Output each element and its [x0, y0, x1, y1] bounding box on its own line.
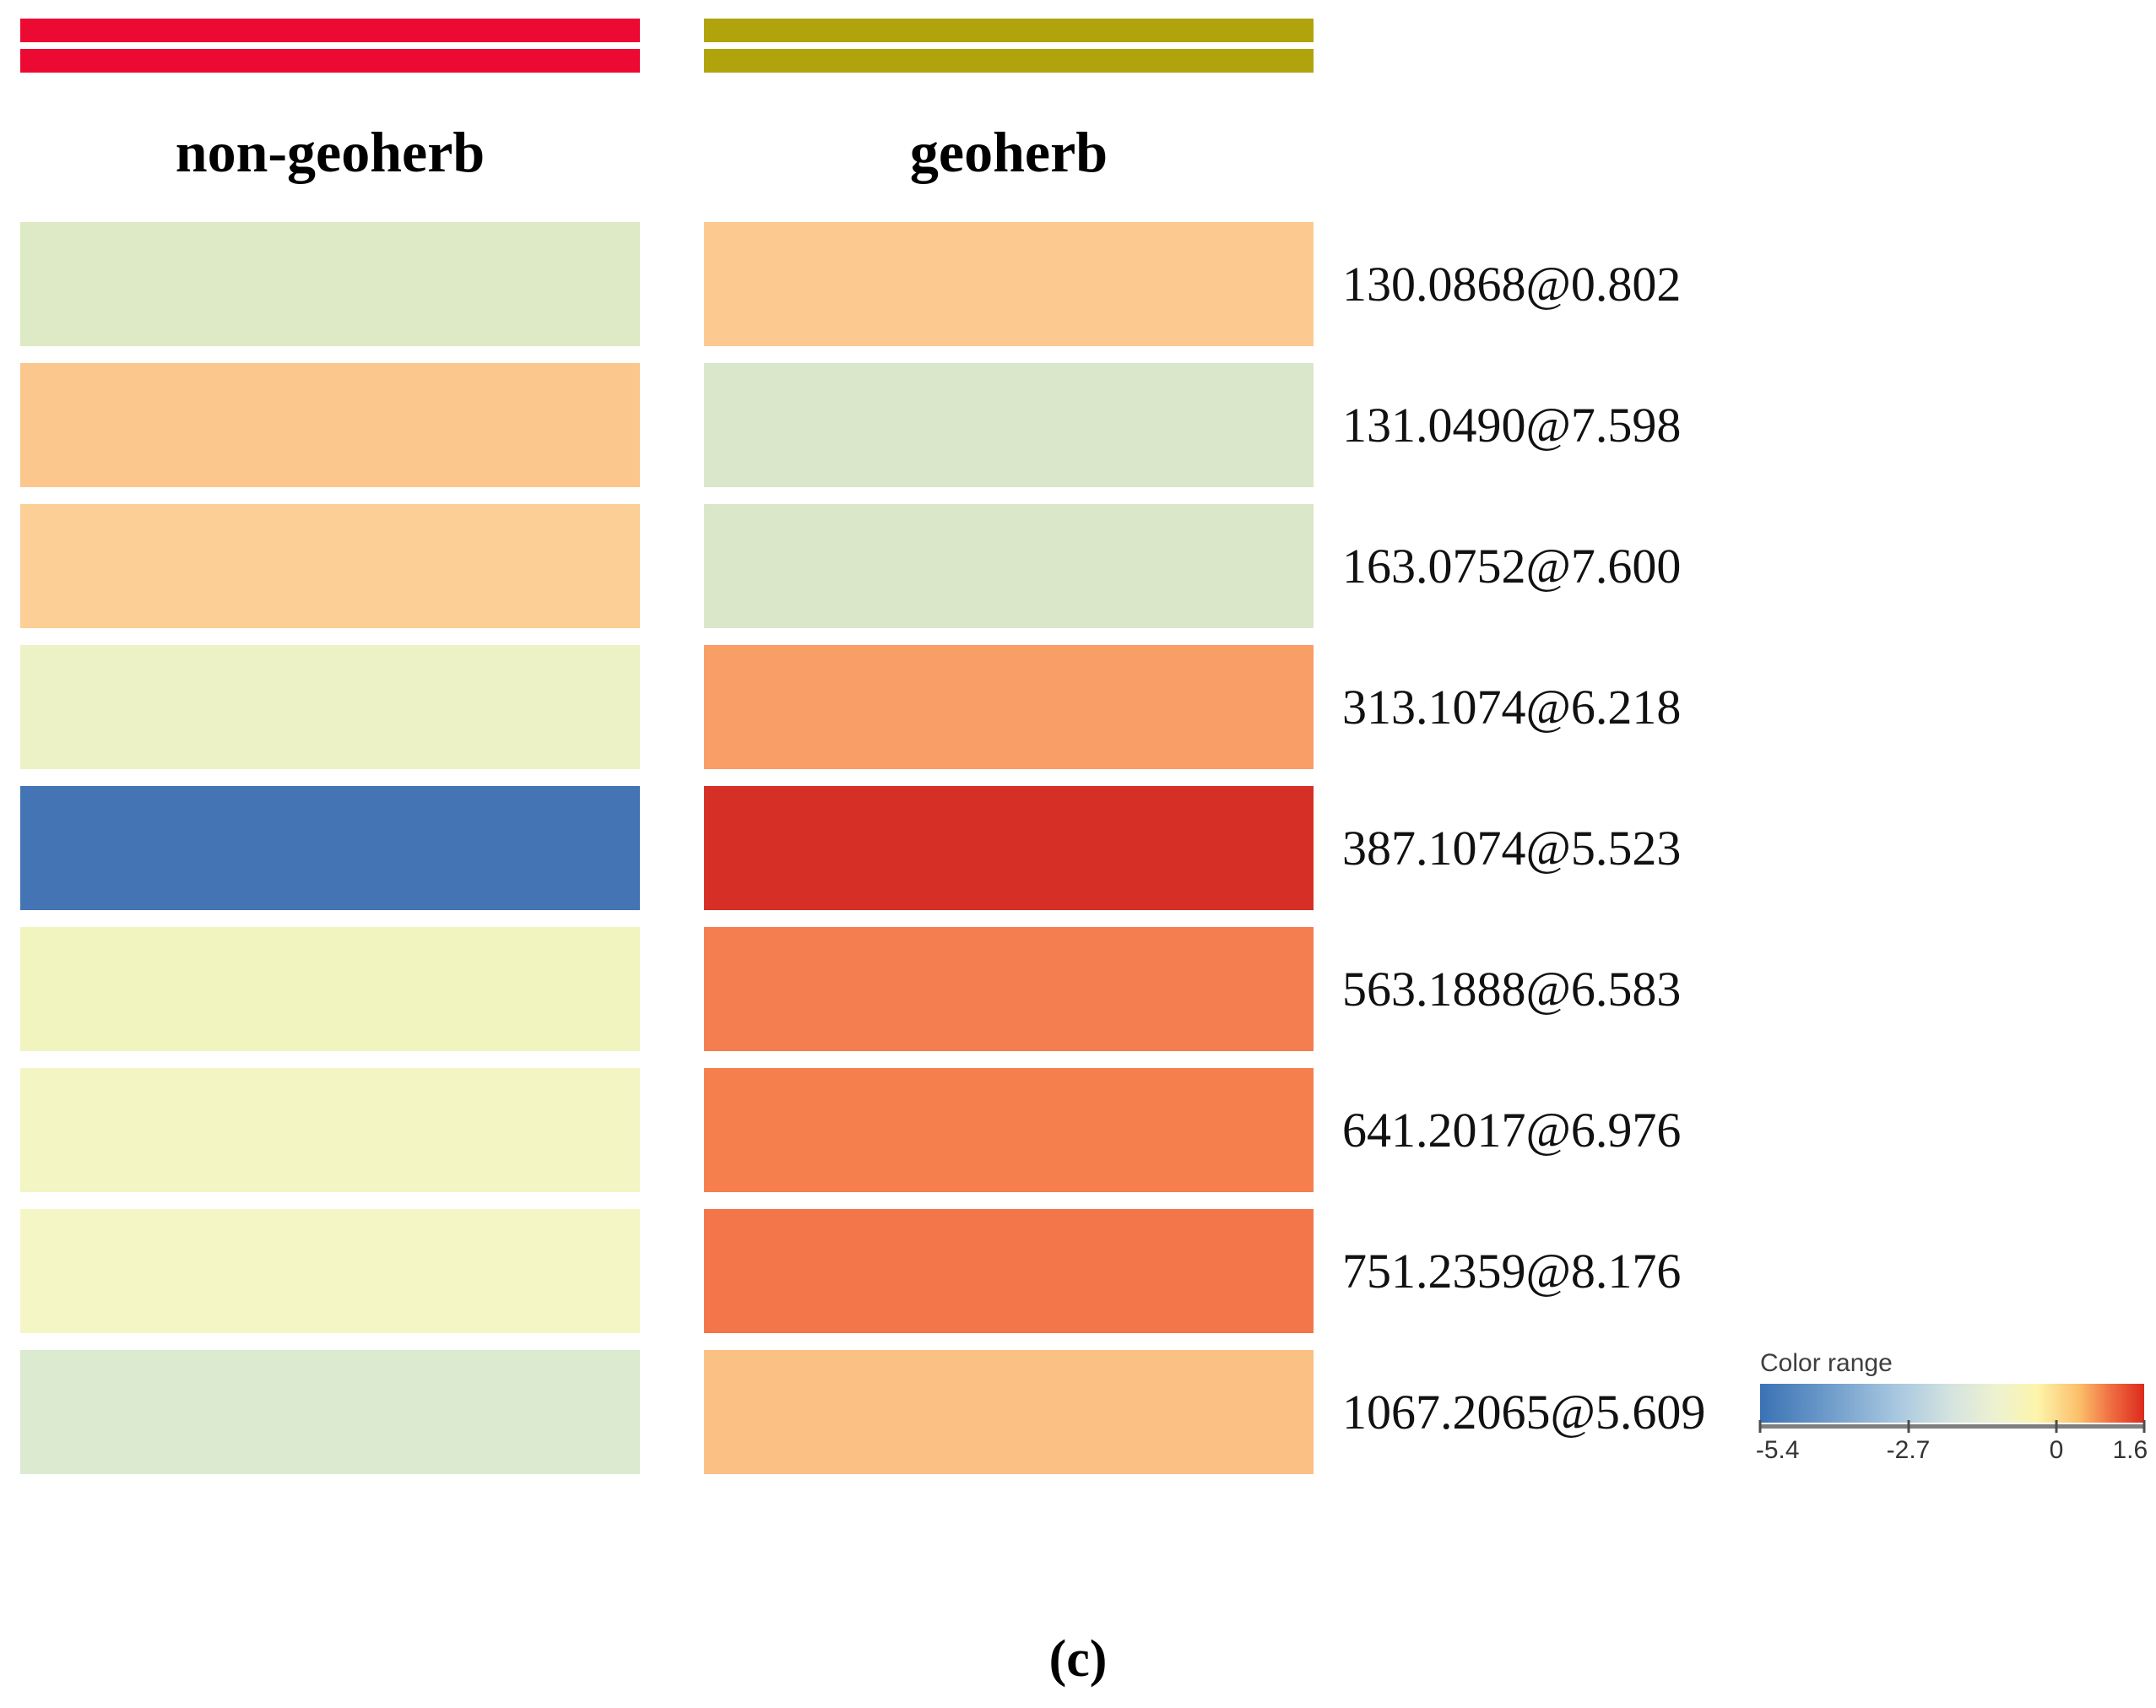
feature-label: 130.0868@0.802 [1342, 257, 1682, 312]
color-range-legend: Color range -5.4 -2.7 0 1.6 [1756, 1349, 2148, 1468]
legend-tick-label: -2.7 [1886, 1436, 1931, 1464]
heatmap-row: 163.0752@7.600 [20, 504, 1705, 628]
cell-geoherb [704, 1068, 1314, 1192]
cell-geoherb [704, 222, 1314, 346]
legend-axis: -5.4 -2.7 0 1.6 [1756, 1420, 2148, 1468]
cell-geoherb [704, 927, 1314, 1051]
class-bar-non-geoherb-2 [20, 49, 640, 73]
cell-non-geoherb [20, 927, 640, 1051]
heatmap-row: 131.0490@7.598 [20, 363, 1705, 487]
heatmap-row: 563.1888@6.583 [20, 927, 1705, 1051]
cell-geoherb [704, 363, 1314, 487]
cell-geoherb [704, 645, 1314, 769]
legend-tick-label: 0 [2049, 1436, 2064, 1464]
cell-non-geoherb [20, 1350, 640, 1474]
legend-tick-label: -5.4 [1755, 1436, 1800, 1464]
cell-geoherb [704, 1209, 1314, 1333]
feature-label: 751.2359@8.176 [1342, 1244, 1682, 1299]
heatmap-row: 1067.2065@5.609 [20, 1350, 1705, 1474]
cell-geoherb [704, 1350, 1314, 1474]
legend-tick [2142, 1420, 2146, 1433]
cell-non-geoherb [20, 363, 640, 487]
heatmap-row: 641.2017@6.976 [20, 1068, 1705, 1192]
feature-label: 641.2017@6.976 [1342, 1103, 1682, 1158]
column-gap [640, 566, 704, 567]
column-gap [640, 989, 704, 990]
feature-label: 313.1074@6.218 [1342, 680, 1682, 735]
column-header-geoherb: geoherb [909, 119, 1108, 184]
feature-label: 563.1888@6.583 [1342, 962, 1682, 1017]
column-gap [640, 284, 704, 285]
legend-tick [1907, 1420, 1910, 1433]
column-gap [640, 1130, 704, 1131]
class-bar-non-geoherb-1 [20, 19, 640, 42]
column-gap [640, 425, 704, 426]
column-header-non-geoherb: non-geoherb [175, 119, 485, 184]
legend-tick [2055, 1420, 2058, 1433]
heatmap-row: 313.1074@6.218 [20, 645, 1705, 769]
legend-tick [1758, 1420, 1762, 1433]
figure-caption: (c) [1048, 1630, 1108, 1688]
legend-title: Color range [1760, 1349, 1893, 1377]
heatmap-row: 751.2359@8.176 [20, 1209, 1705, 1333]
legend-tick-label: 1.6 [2112, 1436, 2148, 1464]
feature-label: 387.1074@5.523 [1342, 821, 1682, 876]
column-gap [640, 848, 704, 849]
heatmap: 130.0868@0.802 131.0490@7.598 163.0752@7… [20, 222, 1705, 1491]
class-bar-geoherb-2 [704, 49, 1314, 73]
feature-label: 1067.2065@5.609 [1342, 1385, 1706, 1440]
column-gap [640, 707, 704, 708]
feature-label: 131.0490@7.598 [1342, 398, 1682, 453]
heatmap-row: 130.0868@0.802 [20, 222, 1705, 346]
cell-geoherb [704, 786, 1314, 910]
feature-label: 163.0752@7.600 [1342, 539, 1682, 594]
cell-geoherb [704, 504, 1314, 628]
cell-non-geoherb [20, 786, 640, 910]
cell-non-geoherb [20, 1209, 640, 1333]
cell-non-geoherb [20, 504, 640, 628]
legend-gradient-bar [1760, 1384, 2144, 1423]
cell-non-geoherb [20, 222, 640, 346]
cell-non-geoherb [20, 1068, 640, 1192]
class-bar-geoherb-1 [704, 19, 1314, 42]
heatmap-row: 387.1074@5.523 [20, 786, 1705, 910]
column-gap [640, 1271, 704, 1272]
legend-axis-line [1760, 1424, 2144, 1429]
cell-non-geoherb [20, 645, 640, 769]
